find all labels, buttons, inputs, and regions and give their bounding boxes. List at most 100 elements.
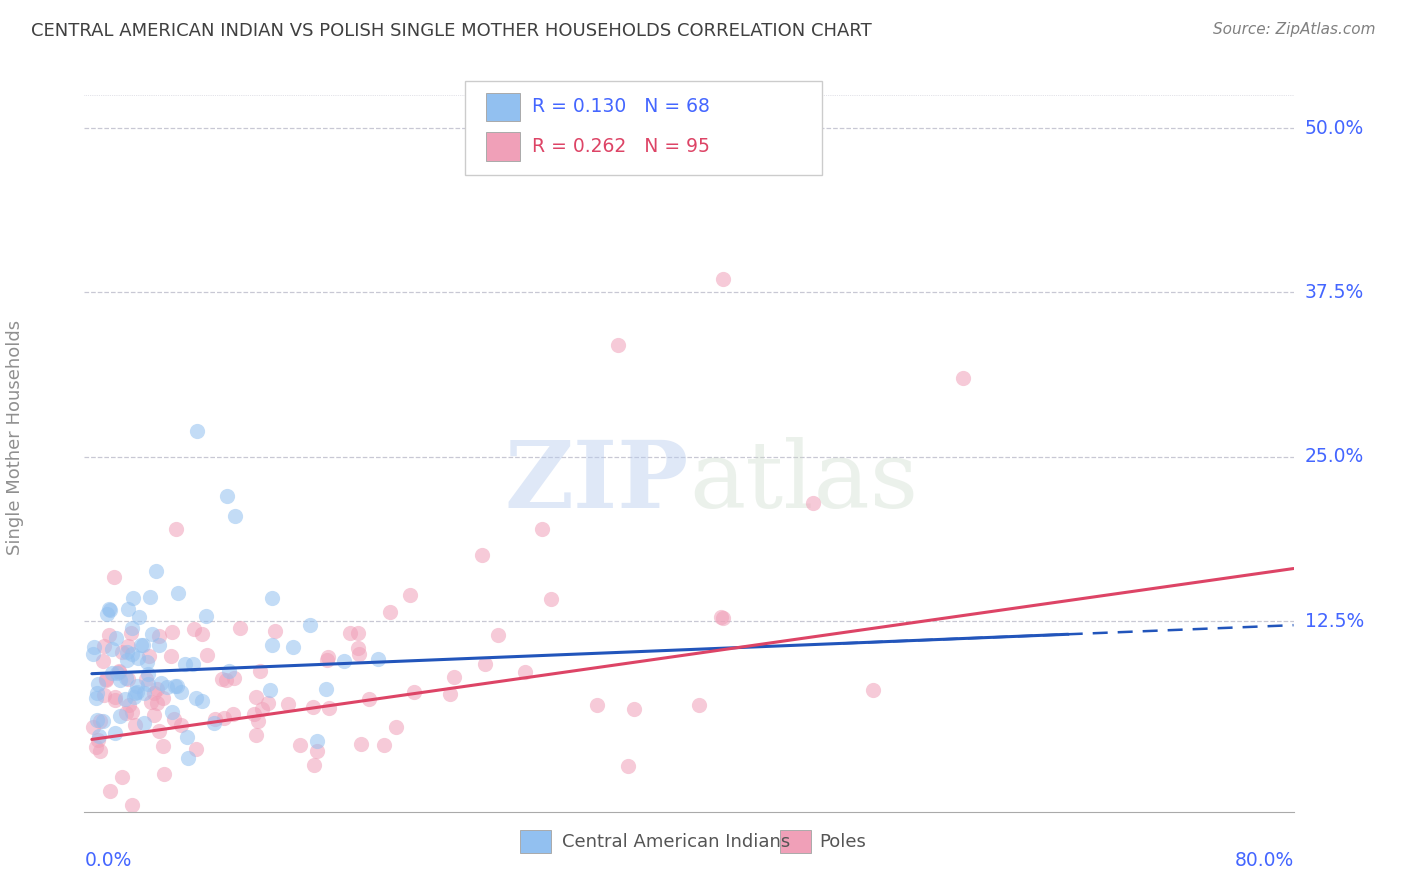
Point bbox=[224, 672, 246, 686]
Point bbox=[153, 767, 176, 781]
Bar bbox=[486, 93, 520, 121]
Point bbox=[117, 672, 139, 686]
Point bbox=[339, 626, 361, 640]
Point bbox=[105, 666, 128, 681]
Point bbox=[617, 759, 640, 773]
Point bbox=[486, 628, 509, 642]
Point bbox=[862, 682, 884, 697]
Point bbox=[191, 694, 214, 708]
Point bbox=[115, 671, 138, 685]
Point bbox=[186, 742, 208, 756]
Point bbox=[385, 720, 408, 734]
Point bbox=[170, 684, 193, 698]
Point bbox=[346, 641, 368, 656]
Point bbox=[141, 627, 163, 641]
Point bbox=[108, 673, 131, 688]
Point bbox=[121, 798, 143, 813]
Point bbox=[145, 565, 167, 579]
Point bbox=[163, 680, 186, 694]
Text: ZIP: ZIP bbox=[505, 437, 689, 527]
Point bbox=[94, 672, 117, 686]
Point bbox=[142, 686, 165, 700]
Point bbox=[152, 690, 174, 705]
Point bbox=[105, 632, 128, 646]
Point bbox=[128, 610, 150, 624]
Point bbox=[316, 649, 339, 664]
Point bbox=[118, 698, 141, 712]
Point bbox=[122, 591, 145, 606]
Point bbox=[513, 665, 536, 679]
Point bbox=[114, 706, 136, 720]
Point bbox=[93, 639, 115, 653]
Point bbox=[148, 629, 170, 643]
Point bbox=[115, 645, 138, 659]
Point bbox=[108, 664, 131, 678]
Point bbox=[98, 602, 121, 616]
Point bbox=[229, 621, 252, 635]
Text: 50.0%: 50.0% bbox=[1305, 119, 1364, 137]
Point bbox=[148, 723, 170, 738]
Bar bbox=[520, 830, 551, 853]
Text: R = 0.262   N = 95: R = 0.262 N = 95 bbox=[531, 137, 710, 156]
Point bbox=[84, 740, 107, 755]
Point bbox=[132, 716, 155, 731]
Point bbox=[163, 712, 186, 726]
Point bbox=[148, 638, 170, 652]
Point bbox=[100, 783, 122, 797]
Point bbox=[257, 696, 280, 710]
Point bbox=[104, 690, 127, 704]
Point bbox=[367, 652, 389, 666]
Point bbox=[347, 647, 370, 661]
Point bbox=[242, 707, 264, 722]
Point bbox=[136, 655, 159, 669]
Point bbox=[288, 738, 311, 752]
Point bbox=[222, 707, 245, 722]
Point bbox=[346, 625, 368, 640]
Point bbox=[103, 570, 125, 584]
Point bbox=[132, 686, 155, 700]
Point bbox=[302, 758, 325, 772]
Point bbox=[127, 685, 149, 699]
Point bbox=[135, 672, 157, 686]
Point bbox=[316, 653, 339, 667]
Point bbox=[801, 496, 824, 510]
Point bbox=[114, 691, 136, 706]
Text: atlas: atlas bbox=[689, 437, 918, 527]
Point bbox=[115, 653, 138, 667]
Point bbox=[129, 638, 152, 652]
Point bbox=[124, 718, 146, 732]
Point bbox=[183, 623, 205, 637]
Point bbox=[120, 626, 142, 640]
Point bbox=[606, 338, 628, 352]
Point bbox=[82, 720, 104, 734]
Point bbox=[249, 664, 271, 678]
Point bbox=[399, 588, 422, 602]
Point bbox=[711, 272, 734, 286]
Text: Single Mother Households: Single Mother Households bbox=[6, 319, 24, 555]
Point bbox=[89, 714, 111, 729]
Text: 80.0%: 80.0% bbox=[1234, 851, 1294, 870]
Point bbox=[98, 603, 121, 617]
Point bbox=[86, 686, 108, 700]
Point bbox=[307, 734, 329, 748]
Point bbox=[121, 622, 143, 636]
Point bbox=[315, 681, 337, 696]
Point bbox=[710, 609, 733, 624]
Point bbox=[111, 770, 134, 784]
Point bbox=[471, 549, 494, 563]
Text: 25.0%: 25.0% bbox=[1305, 447, 1364, 467]
Point bbox=[245, 727, 267, 741]
Point bbox=[131, 638, 153, 652]
Text: Poles: Poles bbox=[820, 833, 866, 851]
Point bbox=[166, 522, 188, 536]
Point bbox=[246, 714, 269, 728]
Point bbox=[173, 657, 195, 671]
Point bbox=[143, 708, 166, 723]
Point bbox=[94, 673, 117, 687]
Point bbox=[176, 731, 198, 745]
Point bbox=[104, 725, 127, 739]
Point bbox=[104, 693, 127, 707]
Point bbox=[215, 489, 238, 503]
FancyBboxPatch shape bbox=[465, 81, 823, 175]
Point bbox=[86, 714, 108, 728]
